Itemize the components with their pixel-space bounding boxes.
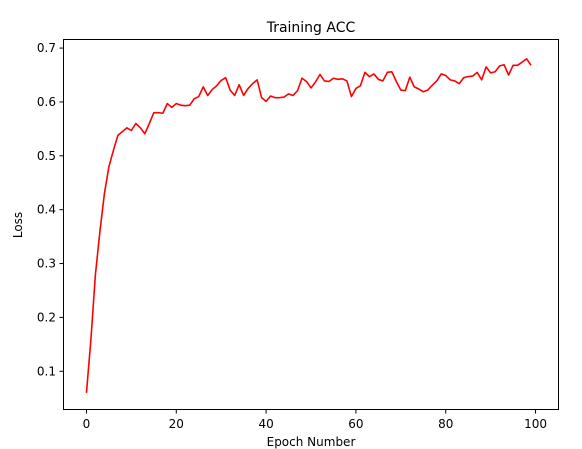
- x-axis: 0 20 40 60 80 100: [83, 409, 547, 431]
- y-tick-label: 0.4: [37, 203, 56, 217]
- y-tick-label: 0.5: [37, 149, 56, 163]
- y-tick-label: 0.2: [37, 310, 56, 324]
- chart-title: Training ACC: [266, 20, 356, 36]
- plot-area: [85, 58, 532, 393]
- x-tick-label: 20: [169, 417, 184, 431]
- series-line-0: [85, 58, 532, 393]
- x-tick-label: 100: [524, 417, 547, 431]
- y-axis: 0.1 0.2 0.3 0.4 0.5 0.6 0.7: [37, 41, 64, 378]
- x-tick-label: 80: [438, 417, 453, 431]
- x-axis-label: Epoch Number: [267, 435, 356, 449]
- y-tick-label: 0.3: [37, 257, 56, 271]
- y-axis-label: Loss: [11, 212, 25, 238]
- y-tick-label: 0.6: [37, 95, 56, 109]
- y-tick-label: 0.1: [37, 364, 56, 378]
- x-tick-label: 60: [348, 417, 363, 431]
- y-tick-label: 0.7: [37, 41, 56, 55]
- x-tick-label: 40: [258, 417, 273, 431]
- plot-frame: [63, 39, 559, 410]
- x-tick-label: 0: [83, 417, 91, 431]
